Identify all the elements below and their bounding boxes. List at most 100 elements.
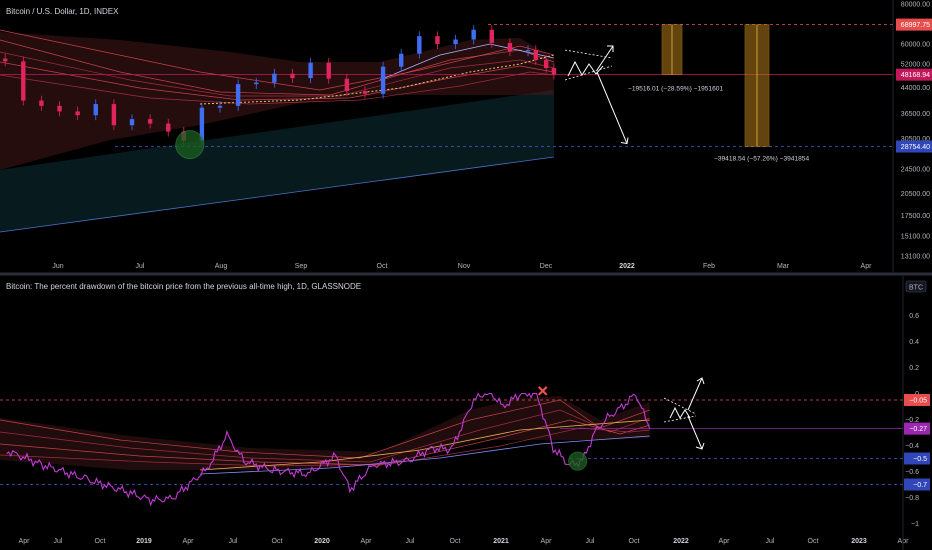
price-candle [217, 105, 223, 108]
price-candle [533, 49, 538, 61]
price-y-tick: 52000.00 [901, 61, 930, 68]
ribbon-line [0, 61, 554, 101]
price-y-tick: 20500.00 [901, 191, 930, 198]
price-x-tick: Sep [295, 263, 308, 270]
price-x-tick: Nov [458, 263, 471, 270]
currency-badge[interactable]: BTC [905, 280, 927, 293]
drawdown-x-tick: Jul [54, 538, 63, 545]
drawdown-y-tick: −0.2 [905, 417, 919, 424]
price-candle [380, 66, 386, 94]
price-candle [308, 62, 313, 79]
price-candle [199, 107, 205, 141]
price-candle [2, 58, 8, 62]
price-y-axis: 80000.00 60000.00 52000.00 44000.00 36500.00… [901, 2, 930, 261]
drawdown-level-tag [904, 394, 930, 406]
price-candle [39, 100, 44, 106]
lower-channel-line [0, 156, 554, 233]
drawdown-x-tick: Oct [450, 538, 461, 545]
price-x-tick: Oct [377, 263, 388, 270]
price-candle [235, 84, 241, 106]
price-y-tick: 44000.00 [901, 85, 930, 92]
price-candle [453, 39, 458, 45]
drawdown-level-tag-label: −0.7 [913, 482, 927, 489]
price-candle [543, 60, 549, 69]
drawdown-series-line [6, 392, 651, 507]
price-candle [326, 62, 331, 79]
drawdown-level-tags: −0.05 −0.27 −0.5 −0.7 [904, 394, 930, 491]
drawdown-x-tick: Jul [766, 538, 775, 545]
drawdown-annotation-2: −39418.54 (−57.26%) −3941854 [714, 156, 809, 163]
up-arrow [596, 45, 614, 71]
price-candle [435, 36, 440, 45]
price-level-tag-label: 68997.75 [901, 22, 930, 29]
drawdown-level-tag-label: −0.05 [909, 398, 927, 405]
drawdown-x-tick: Apr [183, 538, 195, 545]
price-y-tick: 60000.00 [901, 42, 930, 49]
ribbon-line [0, 29, 555, 91]
drawdown-y-tick: 0.6 [909, 313, 919, 320]
down-arrow-head [620, 137, 629, 145]
price-y-tick: 13100.00 [901, 254, 930, 261]
price-candle [525, 49, 531, 52]
price-level-tag [896, 68, 932, 81]
price-candle [471, 29, 476, 40]
drawdown-decorations-layer [537, 377, 705, 471]
drawdown-y-tick: −0.8 [905, 495, 919, 502]
support-circle-marker [175, 130, 205, 160]
drawdown-levels-layer [0, 399, 903, 485]
price-x-axis: Jun Jul Aug Sep Oct Nov Dec 2022 Feb Mar Apr [52, 0, 894, 272]
drawdown-x-tick: 2019 [136, 538, 152, 545]
drawdown-triangle-lower [663, 415, 697, 423]
drawdown-annotation-1: −19516.01 (−28.59%) −1951601 [628, 86, 723, 93]
price-level-tag-label: 48168.94 [901, 72, 930, 79]
drawdown-level-tag [904, 422, 930, 435]
drawdown-orange-average [199, 419, 650, 471]
price-x-tick: Jun [52, 263, 63, 270]
light-average-line [379, 43, 555, 81]
drawdown-y-tick: 0.4 [909, 339, 919, 346]
top-cross-marker [537, 386, 548, 396]
price-level-tag [896, 140, 932, 153]
drawdown-x-tick: Oct [808, 538, 819, 545]
price-candle [399, 53, 404, 67]
price-candle [489, 29, 494, 43]
price-x-tick: Jul [136, 263, 145, 270]
dotted-average-line [199, 54, 555, 105]
drawdown-line-layer [6, 392, 651, 507]
drawdown-x-tick: Oct [629, 538, 640, 545]
drawdown-x-tick: Apr [19, 538, 31, 545]
down-arrow [596, 71, 628, 144]
drawdown-x-tick: Jul [229, 538, 238, 545]
drawdown-y-tick: −0.4 [905, 443, 919, 450]
drawdown-support-circle [568, 451, 588, 471]
drawdown-triangle-upper [663, 397, 697, 415]
price-candle [147, 119, 153, 124]
price-x-tick: Apr [861, 263, 873, 270]
drawdown-y-tick: −1 [911, 521, 919, 528]
price-x-tick: Mar [777, 263, 790, 270]
price-y-tick: 30500.00 [901, 136, 930, 143]
drawdown-x-tick: Apr [361, 538, 373, 545]
drawdown-x-tick: Jul [586, 538, 595, 545]
drawdown-x-tick: 2021 [493, 538, 509, 545]
price-y-tick: 17500.00 [901, 213, 930, 220]
drawdown-up-arrow-head [696, 377, 705, 385]
drawdown-x-tick: Oct [272, 538, 283, 545]
drawdown-level-tag-label: −0.27 [909, 426, 927, 433]
drawdown-x-tick: Jul [406, 538, 415, 545]
drawdown-ribbon-line [0, 399, 650, 459]
drawdown-level-tag [904, 478, 930, 491]
price-candle [111, 104, 117, 126]
price-y-tick: 24500.00 [901, 166, 930, 173]
drawdown-x-tick: Oct [95, 538, 106, 545]
price-candle [254, 82, 259, 85]
price-candle [129, 119, 135, 126]
price-candle [417, 36, 422, 54]
drawdown-x-tick: 2022 [673, 538, 689, 545]
drawdown-x-axis: Apr Jul Oct 2019 Apr Jul Oct 2020 Apr Jul Oct 2021 A… [19, 276, 909, 550]
price-x-tick: Dec [540, 263, 553, 270]
currency-badge-label: BTC [909, 285, 923, 292]
price-candle [57, 105, 62, 112]
price-candle [362, 91, 368, 94]
